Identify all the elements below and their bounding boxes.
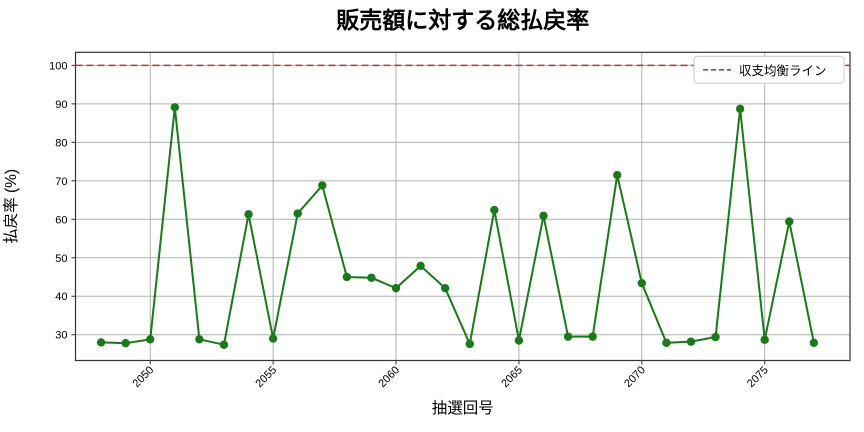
svg-text:90: 90: [55, 99, 67, 111]
svg-text:収支均衡ライン: 収支均衡ライン: [739, 64, 827, 78]
svg-text:抽選回号: 抽選回号: [432, 399, 494, 417]
svg-text:60: 60: [55, 214, 67, 226]
svg-text:販売額に対する総払戻率: 販売額に対する総払戻率: [336, 7, 589, 33]
svg-text:40: 40: [55, 291, 67, 303]
svg-text:70: 70: [55, 176, 67, 188]
svg-text:100: 100: [49, 60, 67, 72]
svg-text:30: 30: [55, 330, 67, 342]
svg-text:払戻率 (%): 払戻率 (%): [2, 169, 20, 244]
svg-text:50: 50: [55, 253, 67, 265]
svg-text:80: 80: [55, 137, 67, 149]
